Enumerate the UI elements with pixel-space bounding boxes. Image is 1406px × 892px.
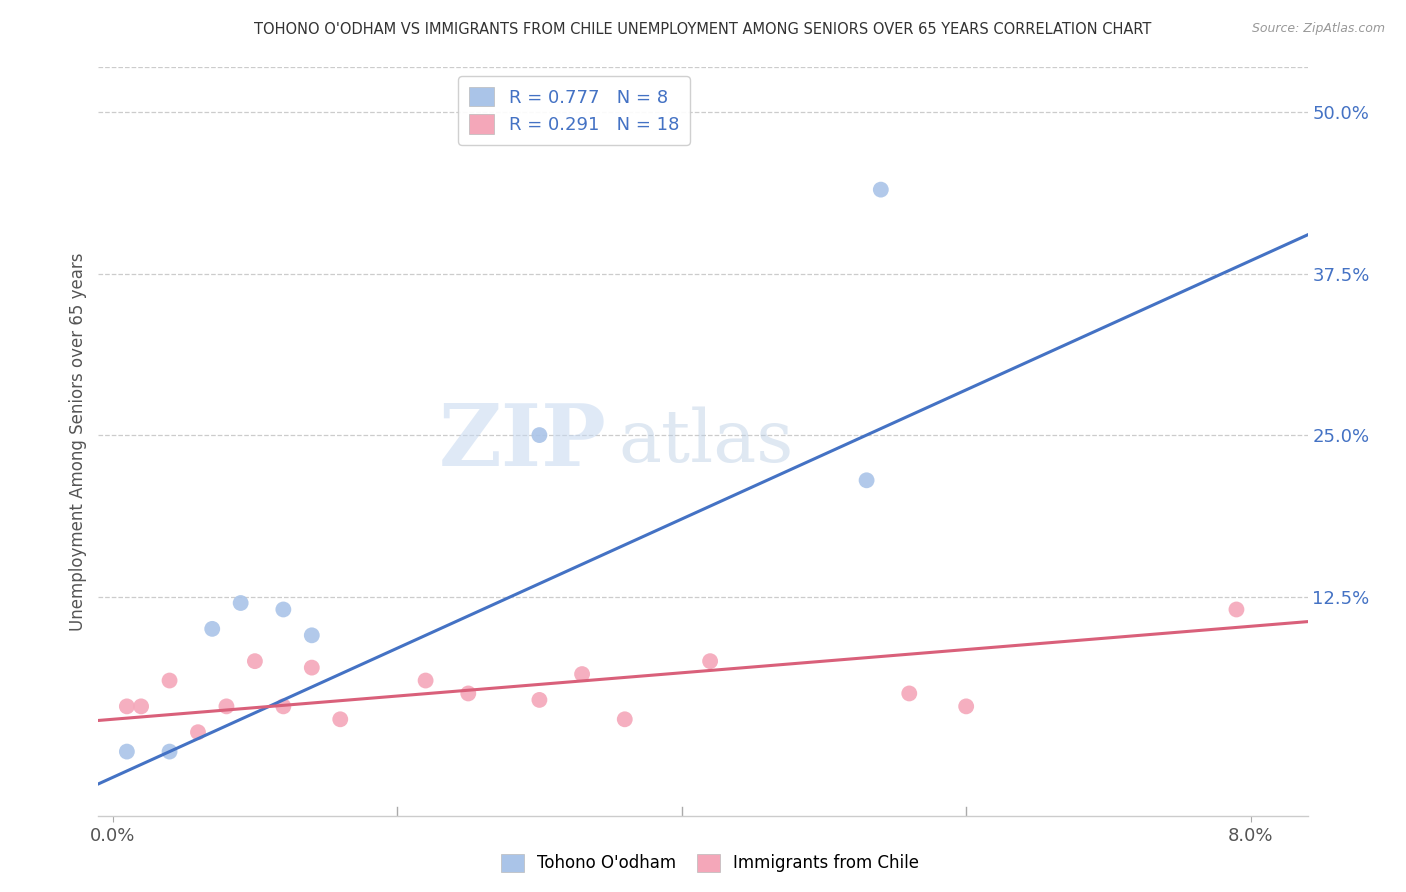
Point xyxy=(301,628,323,642)
Point xyxy=(529,428,551,442)
Point xyxy=(273,602,295,616)
Point xyxy=(855,473,877,487)
Point xyxy=(955,699,977,714)
Point xyxy=(869,183,891,197)
Legend: R = 0.777   N = 8, R = 0.291   N = 18: R = 0.777 N = 8, R = 0.291 N = 18 xyxy=(458,76,690,145)
Point xyxy=(415,673,437,688)
Text: atlas: atlas xyxy=(619,406,794,477)
Point xyxy=(115,699,138,714)
Point xyxy=(159,673,181,688)
Legend: Tohono O'odham, Immigrants from Chile: Tohono O'odham, Immigrants from Chile xyxy=(492,846,928,880)
Point xyxy=(187,725,209,739)
Point xyxy=(243,654,266,668)
Y-axis label: Unemployment Among Seniors over 65 years: Unemployment Among Seniors over 65 years xyxy=(69,252,87,631)
Text: ZIP: ZIP xyxy=(439,400,606,483)
Point xyxy=(201,622,224,636)
Point xyxy=(329,712,352,726)
Point xyxy=(898,686,921,700)
Text: Source: ZipAtlas.com: Source: ZipAtlas.com xyxy=(1251,22,1385,36)
Point xyxy=(229,596,252,610)
Point xyxy=(613,712,636,726)
Point xyxy=(699,654,721,668)
Point xyxy=(301,660,323,674)
Point xyxy=(273,699,295,714)
Point xyxy=(571,667,593,681)
Point xyxy=(1225,602,1247,616)
Point xyxy=(129,699,152,714)
Point xyxy=(215,699,238,714)
Point xyxy=(159,745,181,759)
Text: TOHONO O'ODHAM VS IMMIGRANTS FROM CHILE UNEMPLOYMENT AMONG SENIORS OVER 65 YEARS: TOHONO O'ODHAM VS IMMIGRANTS FROM CHILE … xyxy=(254,22,1152,37)
Point xyxy=(529,693,551,707)
Point xyxy=(115,745,138,759)
Point xyxy=(457,686,479,700)
